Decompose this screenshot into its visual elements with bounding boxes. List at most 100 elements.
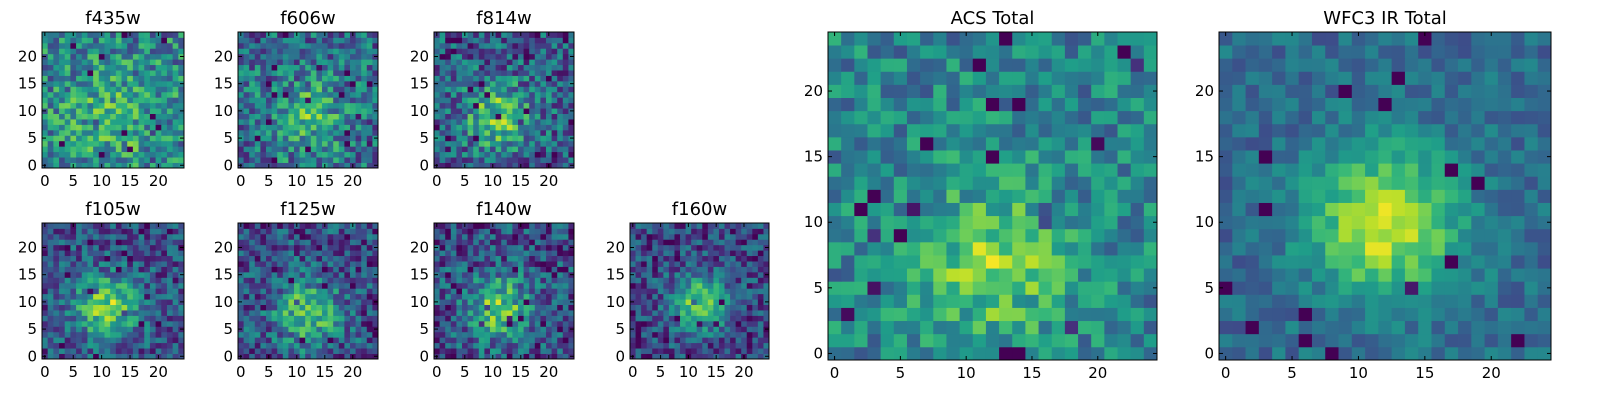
heatmap-cell bbox=[529, 315, 536, 322]
heatmap-cell bbox=[42, 315, 49, 322]
heatmap-cell bbox=[93, 75, 100, 82]
heatmap-cell bbox=[260, 48, 267, 55]
heatmap-cell bbox=[456, 135, 463, 142]
heatmap-cell bbox=[933, 163, 947, 177]
heatmap-cell bbox=[691, 233, 698, 240]
heatmap-cell bbox=[652, 228, 659, 235]
heatmap-cell bbox=[906, 241, 921, 256]
heatmap-cell bbox=[59, 239, 66, 246]
heatmap-cell bbox=[1104, 215, 1118, 230]
heatmap-cell bbox=[344, 326, 351, 333]
heatmap-cell bbox=[53, 255, 60, 262]
heatmap-cell bbox=[144, 299, 151, 305]
heatmap-cell bbox=[59, 53, 66, 60]
heatmap-cell bbox=[523, 331, 530, 338]
heatmap-cell bbox=[161, 157, 168, 163]
heatmap-cell bbox=[557, 255, 564, 262]
heatmap-cell bbox=[484, 86, 491, 93]
heatmap-cell bbox=[254, 277, 261, 284]
panel-title: f814w bbox=[476, 8, 531, 29]
heatmap-cell bbox=[110, 32, 117, 38]
heatmap-cell bbox=[288, 37, 295, 44]
heatmap-cell bbox=[87, 282, 94, 289]
heatmap-cell bbox=[115, 244, 122, 251]
heatmap-cell bbox=[344, 271, 351, 278]
heatmap-cell bbox=[138, 135, 145, 142]
heatmap-cell bbox=[920, 281, 934, 295]
heatmap-cell bbox=[1038, 268, 1053, 282]
heatmap-cell bbox=[366, 75, 373, 82]
heatmap-cell bbox=[685, 266, 692, 273]
heatmap-cell bbox=[652, 315, 659, 322]
heatmap-cell bbox=[64, 37, 71, 44]
y-tick-label: 5 bbox=[615, 320, 625, 338]
heatmap-cell bbox=[635, 239, 642, 246]
heatmap-cell bbox=[484, 108, 491, 114]
heatmap-cell bbox=[104, 320, 111, 327]
heatmap-cell bbox=[172, 80, 179, 87]
heatmap-cell bbox=[473, 48, 480, 55]
heatmap-cell bbox=[551, 277, 558, 284]
heatmap-cell bbox=[271, 315, 278, 322]
heatmap-cell bbox=[518, 266, 524, 273]
heatmap-cell bbox=[439, 37, 446, 44]
heatmap-cell bbox=[568, 261, 575, 267]
heatmap-cell bbox=[557, 261, 564, 267]
heatmap-cell bbox=[144, 277, 151, 284]
heatmap-cell bbox=[534, 91, 541, 98]
heatmap-cell bbox=[149, 320, 156, 327]
heatmap-cell bbox=[138, 326, 145, 333]
heatmap-cell bbox=[327, 129, 334, 136]
heatmap-cell bbox=[696, 310, 703, 316]
heatmap-cell bbox=[473, 53, 480, 60]
heatmap-cell bbox=[271, 59, 278, 66]
heatmap-cell bbox=[322, 288, 328, 295]
heatmap-cell bbox=[724, 233, 731, 240]
heatmap-cell bbox=[98, 80, 105, 87]
heatmap-cell bbox=[456, 288, 463, 295]
heatmap-cell bbox=[338, 32, 345, 38]
heatmap-cell bbox=[327, 315, 334, 322]
heatmap-cell bbox=[478, 37, 485, 44]
x-tick-label: 15 bbox=[120, 363, 139, 381]
heatmap-cell bbox=[178, 342, 185, 349]
heatmap-cell bbox=[668, 250, 675, 257]
heatmap-cell bbox=[338, 146, 345, 153]
heatmap-cell bbox=[93, 233, 100, 240]
heatmap-cell bbox=[155, 70, 162, 76]
heatmap-cell bbox=[161, 288, 168, 295]
heatmap-cell bbox=[316, 140, 323, 147]
heatmap-cell bbox=[338, 293, 345, 300]
heatmap-cell bbox=[562, 331, 569, 338]
heatmap-cell bbox=[333, 255, 340, 262]
heatmap-cell bbox=[310, 261, 317, 267]
heatmap-cell bbox=[445, 146, 452, 153]
heatmap-cell bbox=[47, 244, 54, 251]
heatmap-cell bbox=[568, 255, 575, 262]
heatmap-cell bbox=[495, 228, 502, 235]
heatmap-cell bbox=[546, 108, 552, 114]
heatmap-cell bbox=[702, 266, 709, 273]
heatmap-cell bbox=[366, 135, 373, 142]
heatmap-cell bbox=[456, 315, 463, 322]
heatmap-cell bbox=[277, 277, 284, 284]
heatmap-cell bbox=[501, 348, 508, 354]
heatmap-cell bbox=[110, 86, 117, 93]
heatmap-cell bbox=[59, 64, 66, 71]
heatmap-cell bbox=[333, 337, 340, 344]
heatmap-cell bbox=[172, 53, 179, 60]
heatmap-cell bbox=[115, 59, 122, 66]
heatmap-cell bbox=[735, 320, 742, 327]
heatmap-cell bbox=[752, 282, 759, 289]
heatmap-cell bbox=[138, 342, 145, 349]
heatmap-cell bbox=[506, 124, 513, 131]
heatmap-cell bbox=[735, 310, 742, 316]
heatmap-cell bbox=[87, 239, 94, 246]
heatmap-cell bbox=[355, 91, 362, 98]
heatmap-cell bbox=[445, 353, 452, 360]
heatmap-cell bbox=[350, 157, 356, 163]
heatmap-cell bbox=[338, 162, 345, 169]
heatmap-cell bbox=[327, 157, 334, 163]
heatmap-cell bbox=[282, 353, 289, 360]
heatmap-cell bbox=[271, 80, 278, 87]
